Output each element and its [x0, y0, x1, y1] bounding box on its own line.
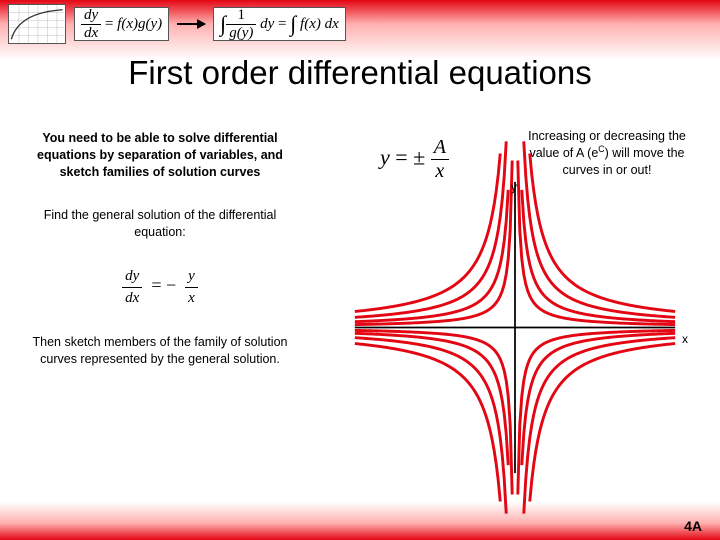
differential-equation: dydx = − yx — [122, 266, 198, 308]
header-formula-1: dydx = f(x)g(y) — [74, 7, 169, 41]
y-axis-label: y — [511, 180, 517, 194]
bottom-gradient — [0, 502, 720, 540]
header-formula-2: ∫ 1g(y) dy = ∫ f(x) dx — [213, 7, 346, 41]
task1-text: Find the general solution of the differe… — [30, 207, 290, 241]
left-column: You need to be able to solve differentia… — [30, 130, 290, 394]
header-formula-row: dydx = f(x)g(y) ∫ 1g(y) dy = ∫ f(x) dx — [8, 4, 346, 44]
footer-code: 4A — [684, 518, 702, 534]
x-axis-label: x — [682, 332, 688, 346]
arrow-icon — [177, 23, 205, 25]
intro-text: You need to be able to solve differentia… — [30, 130, 290, 181]
task2-text: Then sketch members of the family of sol… — [30, 334, 290, 368]
header-mini-graph — [8, 4, 66, 44]
note-text: Increasing or decreasing the value of A … — [522, 128, 692, 178]
slide-title: First order differential equations — [0, 54, 720, 92]
solution-curves-plot — [350, 175, 680, 480]
